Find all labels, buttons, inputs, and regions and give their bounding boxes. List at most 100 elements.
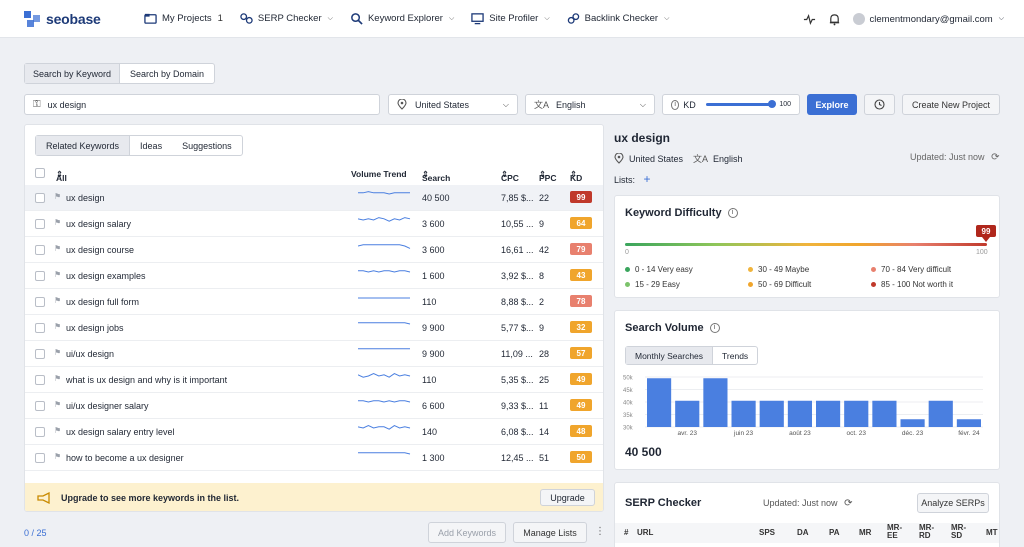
kd-legend-item: 0 - 14 Very easy — [625, 265, 693, 274]
info-icon[interactable]: i — [709, 323, 720, 333]
search-volume-chart: 50k 45k 40k 35k 30k avr. 23 juin 23 août 23 oct.… — [623, 376, 983, 437]
row-keyword[interactable]: ux design examples — [66, 271, 146, 281]
more-options-icon[interactable]: ⋮ — [595, 526, 605, 537]
tab-related-keywords[interactable]: Related Keywords — [36, 136, 131, 155]
col-all-keywords[interactable]: All Keywords ⇕ — [56, 169, 97, 193]
row-keyword[interactable]: ux design full form — [66, 297, 140, 307]
upgrade-button[interactable]: Upgrade — [540, 489, 595, 506]
user-email[interactable]: clementmondary@gmail.com — [869, 13, 993, 25]
row-checkbox[interactable] — [35, 427, 45, 437]
tab-suggestions[interactable]: Suggestions — [182, 140, 232, 151]
row-checkbox[interactable] — [35, 297, 45, 307]
add-list-icon[interactable]: + — [643, 172, 651, 186]
keyword-difficulty-card: Keyword Difficulty i 99 0 100 0 - 14 Very… — [614, 195, 1000, 298]
bookmark-icon[interactable]: ⚑ — [54, 192, 62, 201]
row-checkbox[interactable] — [35, 375, 45, 385]
tab-monthly-searches[interactable]: Monthly Searches — [626, 347, 714, 364]
row-checkbox[interactable] — [35, 245, 45, 255]
bookmark-icon[interactable]: ⚑ — [54, 270, 62, 279]
col-cpc[interactable]: CPC ⇕ — [501, 169, 519, 183]
kd-slider[interactable] — [705, 100, 776, 108]
row-cpc: 8,88 $... — [501, 297, 534, 307]
row-checkbox[interactable] — [35, 349, 45, 359]
bookmark-icon[interactable]: ⚑ — [54, 218, 62, 227]
bookmark-icon[interactable]: ⚑ — [54, 374, 62, 383]
nav-my-projects[interactable]: My Projects 1 — [144, 12, 223, 25]
nav-keyword-explorer[interactable]: Keyword Explorer ⌵ — [350, 12, 454, 25]
nav-serp-checker[interactable]: SERP Checker ⌵ — [240, 12, 333, 25]
bookmark-icon[interactable]: ⚑ — [54, 244, 62, 253]
nav-site-profiler[interactable]: Site Profiler ⌵ — [471, 12, 550, 25]
row-ppc: 22 — [539, 193, 550, 203]
row-keyword[interactable]: ux design — [66, 193, 105, 203]
kd-filter[interactable]: i KD 100 — [662, 94, 800, 115]
table-row[interactable]: ⚑ ux design salary 3 600 10,55 ... 9 64 — [25, 211, 603, 237]
sv-card-title: Search Volume i — [625, 322, 720, 334]
nav-backlink-checker[interactable]: Backlink Checker ⌵ — [567, 12, 669, 25]
row-keyword[interactable]: ux design salary entry level — [66, 427, 175, 437]
chevron-down-icon[interactable]: ⌵ — [998, 15, 1004, 22]
table-row[interactable]: ⚑ ux design full form 110 8,88 $... 2 78 — [25, 289, 603, 315]
table-row[interactable]: ⚑ ux design jobs 9 900 5,77 $... 9 32 — [25, 315, 603, 341]
info-icon[interactable]: i — [727, 208, 738, 218]
explore-button[interactable]: Explore — [807, 94, 857, 115]
tab-ideas[interactable]: Ideas — [140, 140, 163, 151]
tab-search-by-domain[interactable]: Search by Domain — [129, 68, 205, 79]
row-keyword[interactable]: ux design course — [66, 245, 135, 255]
tab-search-by-keyword[interactable]: Search by Keyword — [25, 64, 120, 83]
table-row[interactable]: ⚑ what is ux design and why is it importa… — [25, 367, 603, 393]
search-volume-card: Search Volume i Monthly Searches Trends 5… — [614, 310, 1000, 470]
manage-lists-button[interactable]: Manage Lists — [513, 522, 587, 543]
bell-icon[interactable] — [828, 13, 841, 26]
bookmark-icon[interactable]: ⚑ — [54, 452, 62, 461]
table-row[interactable]: ⚑ ux design examples 1 600 3,92 $... 8 43 — [25, 263, 603, 289]
country-value: United States — [415, 99, 470, 110]
bookmark-icon[interactable]: ⚑ — [54, 348, 62, 357]
logo[interactable]: seobase — [24, 10, 120, 27]
table-row[interactable]: ⚑ ux design course 3 600 16,61 ... 42 79 — [25, 237, 603, 263]
row-volume: 1 300 — [422, 453, 445, 463]
refresh-icon[interactable]: ⟳ — [844, 498, 853, 509]
bookmark-icon[interactable]: ⚑ — [54, 426, 62, 435]
row-keyword[interactable]: ux design salary — [66, 219, 132, 229]
refresh-icon[interactable]: ⟳ — [991, 152, 1000, 163]
bookmark-icon[interactable]: ⚑ — [54, 296, 62, 305]
create-project-button[interactable]: Create New Project — [902, 94, 1000, 115]
activity-icon[interactable] — [803, 13, 816, 26]
table-row[interactable]: ⚑ ui/ux design 9 900 11,09 ... 28 57 — [25, 341, 603, 367]
analyze-serps-button[interactable]: Analyze SERPs — [917, 493, 989, 513]
row-ppc: 14 — [539, 427, 550, 437]
country-select[interactable]: United States ⌵ — [388, 94, 518, 115]
bookmark-icon[interactable]: ⚑ — [54, 400, 62, 409]
row-keyword[interactable]: ui/ux designer salary — [66, 401, 149, 411]
row-checkbox[interactable] — [35, 193, 45, 203]
row-volume: 40 500 — [422, 193, 450, 203]
row-checkbox[interactable] — [35, 401, 45, 411]
col-search-volume[interactable]: Search Volume ⇕ — [422, 169, 452, 193]
row-checkbox[interactable] — [35, 323, 45, 333]
select-all-checkbox[interactable] — [35, 168, 45, 178]
bookmark-icon[interactable]: ⚑ — [54, 322, 62, 331]
upgrade-text: Upgrade to see more keywords in the list… — [61, 493, 240, 503]
avatar[interactable] — [852, 13, 865, 25]
row-keyword[interactable]: ui/ux design — [66, 349, 115, 359]
volume-bar — [956, 419, 981, 427]
row-checkbox[interactable] — [35, 219, 45, 229]
add-keywords-button[interactable]: Add Keywords — [428, 522, 506, 543]
row-checkbox[interactable] — [35, 453, 45, 463]
keyword-input[interactable]: ⚿ ux design — [24, 94, 380, 115]
serp-col: # — [624, 528, 629, 537]
table-row[interactable]: ⚑ ux design 40 500 7,85 $... 22 99 — [25, 185, 603, 211]
row-keyword[interactable]: how to become a ux designer — [66, 453, 184, 463]
history-button[interactable] — [864, 94, 895, 115]
table-row[interactable]: ⚑ ux design salary entry level 140 6,08 $..… — [25, 419, 603, 445]
table-row[interactable]: ⚑ ui/ux designer salary 6 600 9,33 $... 11 49 — [25, 393, 603, 419]
row-keyword[interactable]: what is ux design and why is it importan… — [66, 375, 228, 385]
col-ppc[interactable]: PPC ⇕ — [539, 169, 557, 183]
row-keyword[interactable]: ux design jobs — [66, 323, 124, 333]
language-select[interactable]: 文A English ⌵ — [525, 94, 655, 115]
table-row[interactable]: ⚑ how to become a ux designer 1 300 12,45 .… — [25, 445, 603, 471]
tab-trends[interactable]: Trends — [722, 350, 749, 361]
row-checkbox[interactable] — [35, 271, 45, 281]
col-kd[interactable]: KD ⇕ — [570, 169, 583, 183]
